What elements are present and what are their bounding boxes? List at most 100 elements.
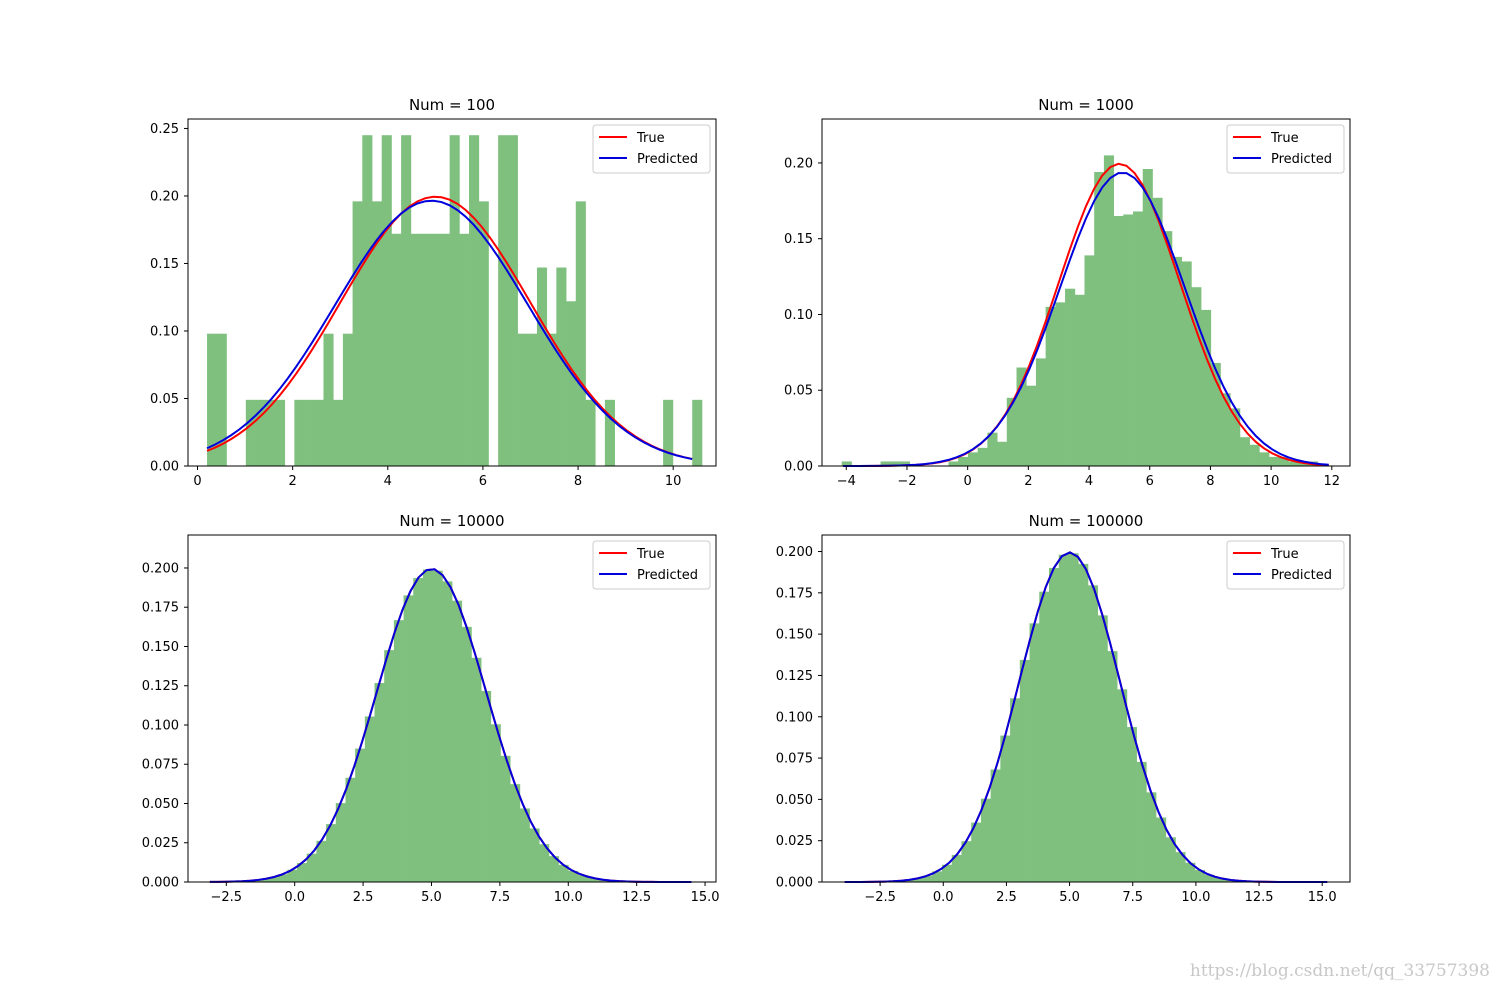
hist-bar <box>1194 870 1206 882</box>
hist-bar <box>335 803 346 882</box>
x-tick-label: 5.0 <box>421 890 442 905</box>
hist-bar <box>403 595 414 882</box>
hist-bar <box>517 333 528 466</box>
hist-bar <box>1224 879 1235 882</box>
subplot-3: −2.5 0.0 2.5 5.0 7.5 10.0 12.5 15.0 0.000 0.025 0.… <box>142 512 720 905</box>
hist-bar <box>967 452 979 466</box>
hist-bar <box>558 864 569 882</box>
y-tick-label: 0.100 <box>142 718 179 733</box>
hist-bar <box>1152 197 1163 467</box>
y-tick-label: 0.075 <box>142 758 179 773</box>
hist-bar <box>1146 792 1157 882</box>
y-tick-label: 0.150 <box>142 640 179 655</box>
predicted-curve <box>844 551 1328 883</box>
hist-bar <box>452 600 463 882</box>
axes-frame <box>821 534 1351 883</box>
hist-bar <box>971 822 982 882</box>
legend-label-true: True <box>636 547 665 562</box>
hist-bar <box>951 854 962 882</box>
hist-bar <box>258 879 269 882</box>
hist-bar <box>1259 452 1270 466</box>
hist-bar <box>207 333 218 466</box>
hist-bar <box>1165 837 1176 882</box>
hist-bar <box>1055 302 1066 466</box>
hist-bar <box>510 784 521 882</box>
hist-bar <box>566 301 577 466</box>
true-curve <box>206 195 693 460</box>
hist-bar <box>255 399 266 466</box>
hist-bar <box>478 201 489 467</box>
watermark: https://blog.csdn.net/qq_33757398 <box>1189 961 1490 981</box>
hist-bar <box>529 828 540 882</box>
y-tick-label: 0.050 <box>142 797 179 812</box>
hist-bar <box>1107 651 1118 882</box>
x-tick-label: 0 <box>964 474 972 489</box>
subplot-title: Num = 100000 <box>1029 512 1144 530</box>
legend-label-predicted: Predicted <box>637 152 698 167</box>
hist-bar <box>1230 408 1241 466</box>
subplot-2: −4 −2 0 2 4 6 8 10 12 0.00 0.05 0.10 0.15 0.20 Num = 1… <box>784 96 1351 489</box>
x-tick-label: 2.5 <box>353 890 374 905</box>
hist-bar <box>1162 231 1173 466</box>
hist-bar <box>1185 862 1196 882</box>
legend: True Predicted <box>592 124 711 174</box>
hist-bar <box>352 201 363 467</box>
hist-bar <box>604 399 615 466</box>
x-tick-label: −4 <box>837 474 856 489</box>
hist-bar <box>568 870 579 882</box>
y-tick-label: 0.175 <box>776 586 813 601</box>
hist-bar <box>265 399 276 466</box>
hist-bar <box>899 461 911 466</box>
hist-bar <box>267 877 279 882</box>
y-tick-label: 0.10 <box>150 324 179 339</box>
legend: True Predicted <box>1226 540 1345 590</box>
hist-bar <box>527 333 538 466</box>
hist-bar <box>459 233 470 466</box>
y-tick-label: 0.025 <box>142 836 179 851</box>
hist-bar <box>422 569 434 882</box>
x-tick-label: 2 <box>289 474 297 489</box>
hist-bar <box>880 461 891 466</box>
hist-bar <box>1123 214 1134 466</box>
hist-bar <box>1239 437 1250 466</box>
hist-bar <box>1074 294 1085 466</box>
hist-bar <box>536 267 548 466</box>
hist-bar <box>277 874 288 882</box>
hist-bar <box>519 808 530 882</box>
x-tick-label: 8 <box>574 474 582 489</box>
hist-bar <box>1048 567 1060 882</box>
y-tick-label: 0.075 <box>776 752 813 767</box>
hist-bar <box>942 864 953 882</box>
hist-bar <box>539 844 550 882</box>
hist-bar <box>1249 444 1260 466</box>
y-tick-label: 0.10 <box>784 308 813 323</box>
x-tick-label: 0 <box>193 474 201 489</box>
histogram <box>209 569 685 882</box>
hist-bar <box>912 878 923 882</box>
hist-bar <box>342 333 353 466</box>
hist-bar <box>381 135 392 466</box>
hist-bar <box>297 863 308 882</box>
hist-bar <box>841 461 852 466</box>
hist-bar <box>333 399 344 466</box>
hist-bar <box>1288 461 1299 466</box>
x-tick-label: 8 <box>1206 474 1214 489</box>
hist-bar <box>391 233 402 466</box>
hist-bar <box>362 135 373 466</box>
x-tick-label: 0.0 <box>284 890 305 905</box>
histogram <box>207 135 703 467</box>
subplot-4: −2.5 0.0 2.5 5.0 7.5 10.0 12.5 15.0 0.000 0.025 0.… <box>776 512 1351 905</box>
hist-bar <box>948 461 959 466</box>
axes-frame <box>187 534 717 883</box>
hist-bar <box>575 201 586 467</box>
hist-bar <box>1142 169 1153 466</box>
predicted-curve <box>209 568 692 883</box>
y-tick-label: 0.025 <box>776 834 813 849</box>
hist-bar <box>1019 659 1030 882</box>
legend-label-true: True <box>1270 547 1299 562</box>
hist-bar <box>413 578 424 882</box>
hist-bar <box>1201 309 1212 466</box>
hist-bar <box>1084 255 1095 466</box>
x-tick-label: 0.0 <box>933 890 954 905</box>
y-tick-label: 0.200 <box>776 545 813 560</box>
